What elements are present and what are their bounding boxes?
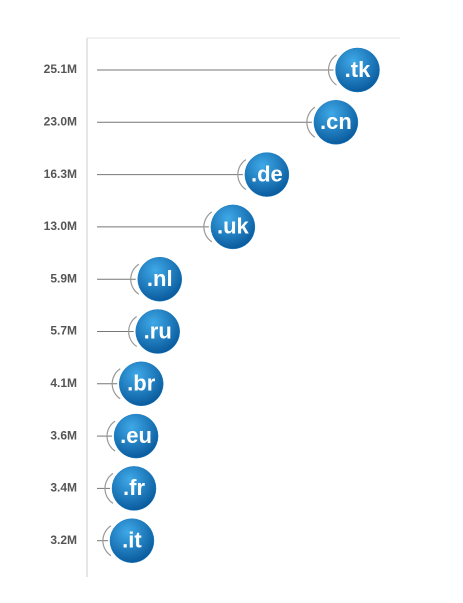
bracket bbox=[102, 525, 112, 557]
bracket bbox=[237, 159, 247, 191]
bracket bbox=[106, 420, 116, 452]
dot bbox=[135, 309, 180, 354]
value-label: 25.1M bbox=[44, 62, 77, 76]
dot bbox=[118, 361, 164, 407]
value-label: 3.4M bbox=[50, 481, 77, 495]
bracket bbox=[203, 211, 213, 243]
value-label: 13.0M bbox=[44, 219, 77, 233]
category-label: .eu bbox=[120, 423, 152, 448]
value-label: 3.2M bbox=[50, 533, 77, 547]
bracket bbox=[111, 368, 121, 400]
dot bbox=[210, 204, 256, 250]
category-label: .tk bbox=[345, 57, 371, 82]
dot bbox=[137, 256, 183, 302]
dot bbox=[313, 100, 359, 145]
category-label: .ru bbox=[144, 318, 172, 343]
bracket bbox=[104, 472, 114, 504]
category-label: .cn bbox=[320, 109, 352, 134]
dot bbox=[244, 152, 290, 197]
value-label: 16.3M bbox=[44, 167, 77, 181]
category-label: .br bbox=[127, 371, 156, 396]
category-label: .it bbox=[122, 528, 142, 553]
dot bbox=[335, 47, 380, 93]
value-label: 5.7M bbox=[50, 324, 77, 338]
value-label: 23.0M bbox=[44, 114, 77, 128]
category-label: .uk bbox=[217, 214, 250, 239]
value-label: 5.9M bbox=[50, 271, 77, 285]
dot bbox=[109, 518, 155, 563]
category-label: .nl bbox=[147, 266, 173, 291]
bracket bbox=[128, 316, 138, 347]
bracket bbox=[130, 263, 140, 295]
value-label: 3.6M bbox=[50, 428, 77, 442]
bracket bbox=[327, 54, 337, 86]
dot bbox=[111, 466, 157, 511]
category-label: .de bbox=[251, 161, 283, 186]
bracket bbox=[306, 106, 316, 138]
value-label: 4.1M bbox=[50, 376, 77, 390]
category-label: .fr bbox=[123, 475, 145, 500]
dot bbox=[113, 413, 159, 459]
